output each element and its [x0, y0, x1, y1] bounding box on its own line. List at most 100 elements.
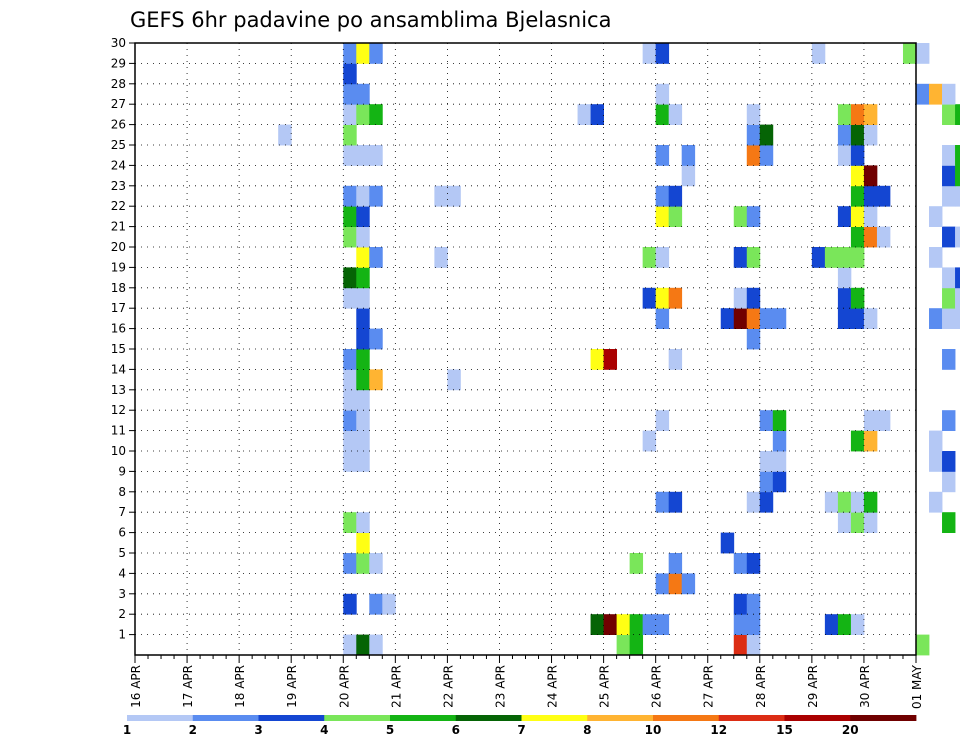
heatmap-cell — [929, 308, 943, 329]
heatmap-cell — [369, 104, 383, 125]
heatmap-cell — [668, 553, 683, 574]
heatmap-cell — [876, 226, 891, 248]
heatmap-cell — [343, 206, 357, 227]
heatmap-cell — [942, 512, 956, 533]
heatmap-cell — [929, 491, 943, 513]
legend-swatch — [718, 715, 785, 721]
legend-label: 7 — [517, 723, 525, 737]
heatmap-cell — [759, 145, 774, 166]
heatmap-cell — [369, 43, 383, 64]
heatmap-cell — [837, 206, 852, 227]
heatmap-cell — [929, 247, 943, 268]
x-tick-label: 16 APR — [129, 665, 143, 708]
legend-swatch — [192, 715, 259, 721]
heatmap-cell — [655, 83, 670, 105]
heatmap-cell — [876, 185, 891, 207]
heatmap-cell — [837, 614, 852, 635]
heatmap-cell — [369, 553, 383, 574]
heatmap-cell — [837, 512, 852, 533]
y-tick-label: 24 — [111, 158, 126, 172]
heatmap-cell — [955, 267, 960, 289]
x-tick-label: 28 APR — [754, 665, 768, 708]
heatmap-cell — [876, 410, 891, 431]
heatmap-cell — [955, 145, 960, 166]
y-tick-label: 13 — [111, 383, 126, 397]
heatmap-cell — [942, 308, 956, 329]
heatmap-cell — [343, 634, 357, 656]
heatmap-cell — [850, 430, 865, 452]
y-tick-label: 23 — [111, 179, 126, 193]
heatmap-cell — [811, 43, 826, 64]
heatmap-cell — [343, 512, 357, 533]
y-tick-label: 28 — [111, 77, 126, 91]
heatmap-cell — [447, 369, 461, 391]
legend-label: 12 — [710, 723, 727, 737]
heatmap-cell — [356, 83, 370, 105]
heatmap-cell — [837, 104, 852, 125]
legend-label: 8 — [583, 723, 591, 737]
heatmap-cell — [746, 553, 761, 574]
legend-label: 10 — [645, 723, 662, 737]
heatmap-cell — [577, 104, 591, 125]
heatmap-cell — [668, 104, 683, 125]
heatmap-cell — [343, 145, 357, 166]
heatmap-cell — [850, 124, 865, 146]
y-tick-label: 16 — [111, 322, 126, 336]
heatmap-cell — [850, 206, 865, 227]
heatmap-cell — [837, 124, 852, 146]
heatmap-cell — [655, 410, 670, 431]
heatmap-cell — [759, 451, 774, 472]
heatmap-cell — [746, 206, 761, 227]
heatmap-cell — [356, 369, 370, 391]
heatmap-cell — [629, 553, 644, 574]
heatmap-cell — [850, 165, 865, 187]
heatmap-cell — [278, 124, 292, 146]
y-tick-label: 26 — [111, 118, 126, 132]
heatmap-cell — [642, 43, 657, 64]
legend-label: 3 — [254, 723, 262, 737]
heatmap-cell — [746, 634, 761, 656]
heatmap-cell — [434, 185, 448, 207]
heatmap-cell — [629, 614, 644, 635]
y-axis: 1234567891011121314151617181920212223242… — [111, 36, 135, 642]
heatmap-cell — [746, 614, 761, 635]
y-tick-label: 9 — [118, 464, 126, 478]
heatmap-cell — [616, 614, 631, 635]
y-tick-label: 14 — [111, 362, 126, 376]
legend-label: 5 — [386, 723, 394, 737]
heatmap-cell — [837, 287, 852, 309]
x-tick-label: 17 APR — [181, 665, 195, 708]
x-tick-label: 29 APR — [806, 665, 820, 708]
grid-lines — [135, 42, 916, 655]
x-tick-label: 23 APR — [493, 665, 507, 708]
heatmap-cell — [382, 593, 396, 615]
heatmap-cell — [850, 491, 865, 513]
x-axis: 16 APR 17 APR 18 APR 19 APR 20 APR 21 APR 22 A… — [129, 655, 924, 709]
x-tick-label: 20 APR — [337, 665, 351, 708]
heatmap-cell — [655, 43, 670, 64]
y-tick-label: 1 — [118, 628, 126, 642]
heatmap-cell — [733, 308, 748, 329]
heatmap-cell — [916, 83, 930, 105]
heatmap-cell — [616, 634, 631, 656]
legend-label: 15 — [776, 723, 793, 737]
heatmap-cell — [629, 634, 644, 656]
heatmap-cell — [668, 349, 683, 370]
heatmap-cell — [642, 430, 657, 452]
heatmap-cell — [942, 267, 956, 289]
y-tick-label: 19 — [111, 260, 126, 274]
heatmap-cell — [343, 451, 357, 472]
heatmap-cell — [668, 185, 683, 207]
legend-swatch — [455, 715, 522, 721]
y-tick-label: 30 — [111, 36, 126, 50]
heatmap-cell — [733, 634, 748, 656]
heatmap-cell — [850, 104, 865, 125]
heatmap-cell — [824, 247, 839, 268]
heatmap-cell — [942, 349, 956, 370]
heatmap-cell — [655, 308, 670, 329]
heatmap-cell — [902, 43, 917, 64]
x-tick-label: 01 MAY — [910, 664, 924, 709]
heatmap-cell — [668, 287, 683, 309]
heatmap-cell — [603, 349, 618, 370]
